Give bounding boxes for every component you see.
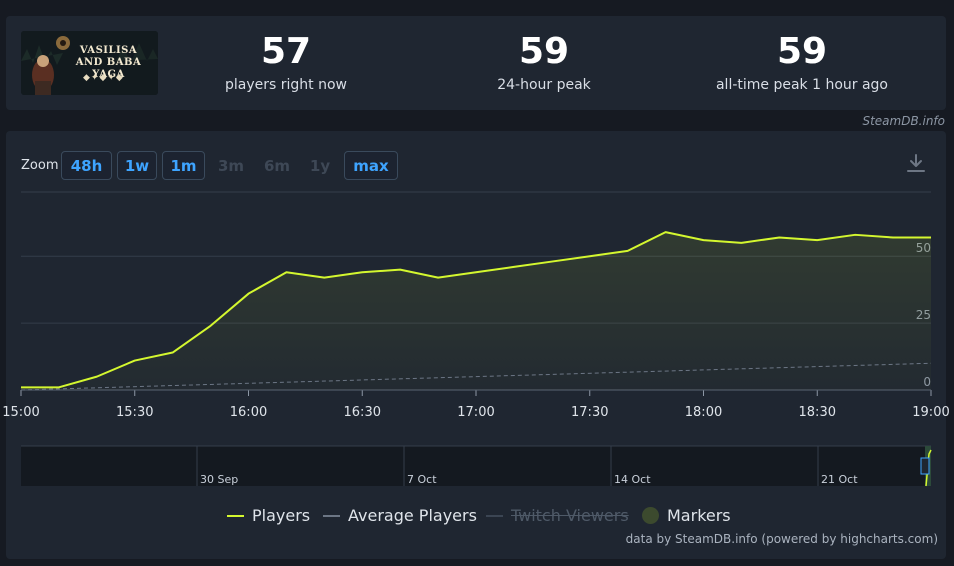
stat-24h-peak: 59 24-hour peak [434,30,654,94]
legend-twitch-swatch [486,514,503,517]
legend-players[interactable]: Players [227,506,310,525]
legend-twitch-viewers[interactable]: Twitch Viewers [486,506,629,525]
navigator-label: 14 Oct [614,473,651,486]
game-logo-title-line1: VASILISA [79,45,138,56]
x-tick-label-17:00: 17:00 [457,405,494,420]
download-icon[interactable] [905,152,927,174]
stat-value: 57 [260,31,312,72]
zoom-1m-button[interactable]: 1m [162,151,205,180]
stat-label: all-time peak 1 hour ago [715,77,889,93]
navigator-background [21,446,931,486]
stat-all-time-peak: 59 all-time peak 1 hour ago [692,30,912,94]
navigator-series-line [925,449,932,487]
stat-label: 24-hour peak [497,77,591,93]
stat-value: 59 [518,31,570,72]
x-tick-label-18:00: 18:00 [685,405,722,420]
game-logo[interactable]: VASILISA AND BABA YAGA ◆✦◆✦◆ [21,31,158,95]
stat-value: 59 [776,31,828,72]
legend-markers-label: Markers [667,506,731,525]
game-logo-art [21,31,158,95]
series-average-players-line [20,362,932,391]
legend-markers-swatch [642,507,659,524]
zoom-1w-button[interactable]: 1w [117,151,157,180]
zoom-48h-button[interactable]: 48h [61,151,112,180]
legend-twitch-label: Twitch Viewers [511,506,629,525]
x-tick-label-16:30: 16:30 [344,405,381,420]
zoom-label: Zoom [21,158,59,173]
x-tick-label-19:00: 19:00 [912,405,949,420]
zoom-max-button[interactable]: max [344,151,398,180]
game-logo-title: VASILISA AND BABA YAGA [61,45,156,81]
logo-ornament-icon: ◆✦◆✦◆ [83,73,124,83]
navigator-handle[interactable] [920,457,930,475]
steamdb-watermark[interactable]: SteamDB.info [862,114,945,128]
zoom-1y-button[interactable]: 1y [309,156,331,175]
stat-label: players right now [225,77,347,93]
legend-average-swatch [323,514,340,517]
legend-average-players[interactable]: Average Players [323,506,477,525]
navigator-label: 21 Oct [821,473,858,486]
players-area [21,232,931,390]
x-tick-label-15:30: 15:30 [116,405,153,420]
zoom-6m-button[interactable]: 6m [263,156,291,175]
legend-players-swatch [227,514,244,517]
x-tick-label-15:00: 15:00 [2,405,39,420]
navigator-label: 30 Sep [200,473,238,486]
stats-panel: VASILISA AND BABA YAGA ◆✦◆✦◆ 57 players … [6,16,946,110]
legend-markers[interactable]: Markers [642,506,731,525]
legend-average-label: Average Players [348,506,477,525]
x-tick-label-17:30: 17:30 [571,405,608,420]
zoom-3m-button[interactable]: 3m [217,156,245,175]
game-logo-title-line2: AND BABA YAGA [75,57,142,80]
x-tick-label-18:30: 18:30 [799,405,836,420]
navigator-label: 7 Oct [407,473,437,486]
chart-credits[interactable]: data by SteamDB.info (powered by highcha… [625,532,938,546]
x-tick-label-16:00: 16:00 [230,405,267,420]
stat-players-now: 57 players right now [176,30,396,94]
legend-players-label: Players [252,506,311,525]
